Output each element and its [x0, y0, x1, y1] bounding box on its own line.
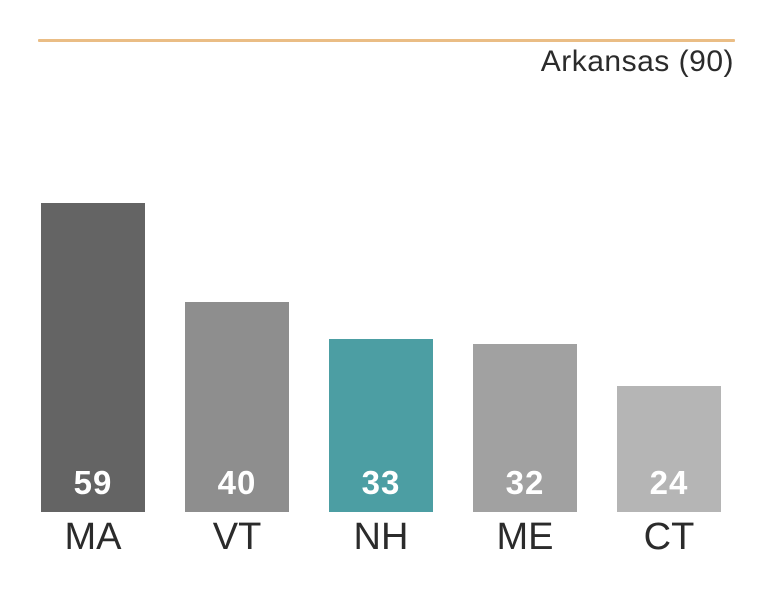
bar: 40: [185, 302, 289, 512]
bar-category-label: CT: [643, 516, 695, 558]
bar-category-label: ME: [496, 516, 554, 558]
bar-category-label: VT: [212, 516, 262, 558]
bar-value-label: 24: [649, 464, 689, 501]
bar: 24: [617, 386, 721, 512]
header-rule: [38, 39, 735, 42]
bar-column: 33 NH: [329, 0, 433, 556]
bar-category-label: NH: [353, 516, 409, 558]
bar: 59: [41, 203, 145, 512]
bar-column: 40 VT: [185, 0, 289, 556]
bar-value-label: 32: [505, 464, 545, 501]
bar-value-label: 59: [73, 464, 113, 501]
bar-value-label: 40: [217, 464, 257, 501]
bar-column: 24 CT: [617, 0, 721, 556]
chart-title: Arkansas (90): [540, 45, 734, 78]
bar-column: 32 ME: [473, 0, 577, 556]
bar-value-label: 33: [361, 464, 401, 501]
bar-chart: 59 MA 40 VT 33 NH 32 ME 24 CT: [41, 0, 721, 556]
bar: 33: [329, 339, 433, 512]
bar-category-label: MA: [64, 516, 122, 558]
bar-column: 59 MA: [41, 0, 145, 556]
bar: 32: [473, 344, 577, 512]
